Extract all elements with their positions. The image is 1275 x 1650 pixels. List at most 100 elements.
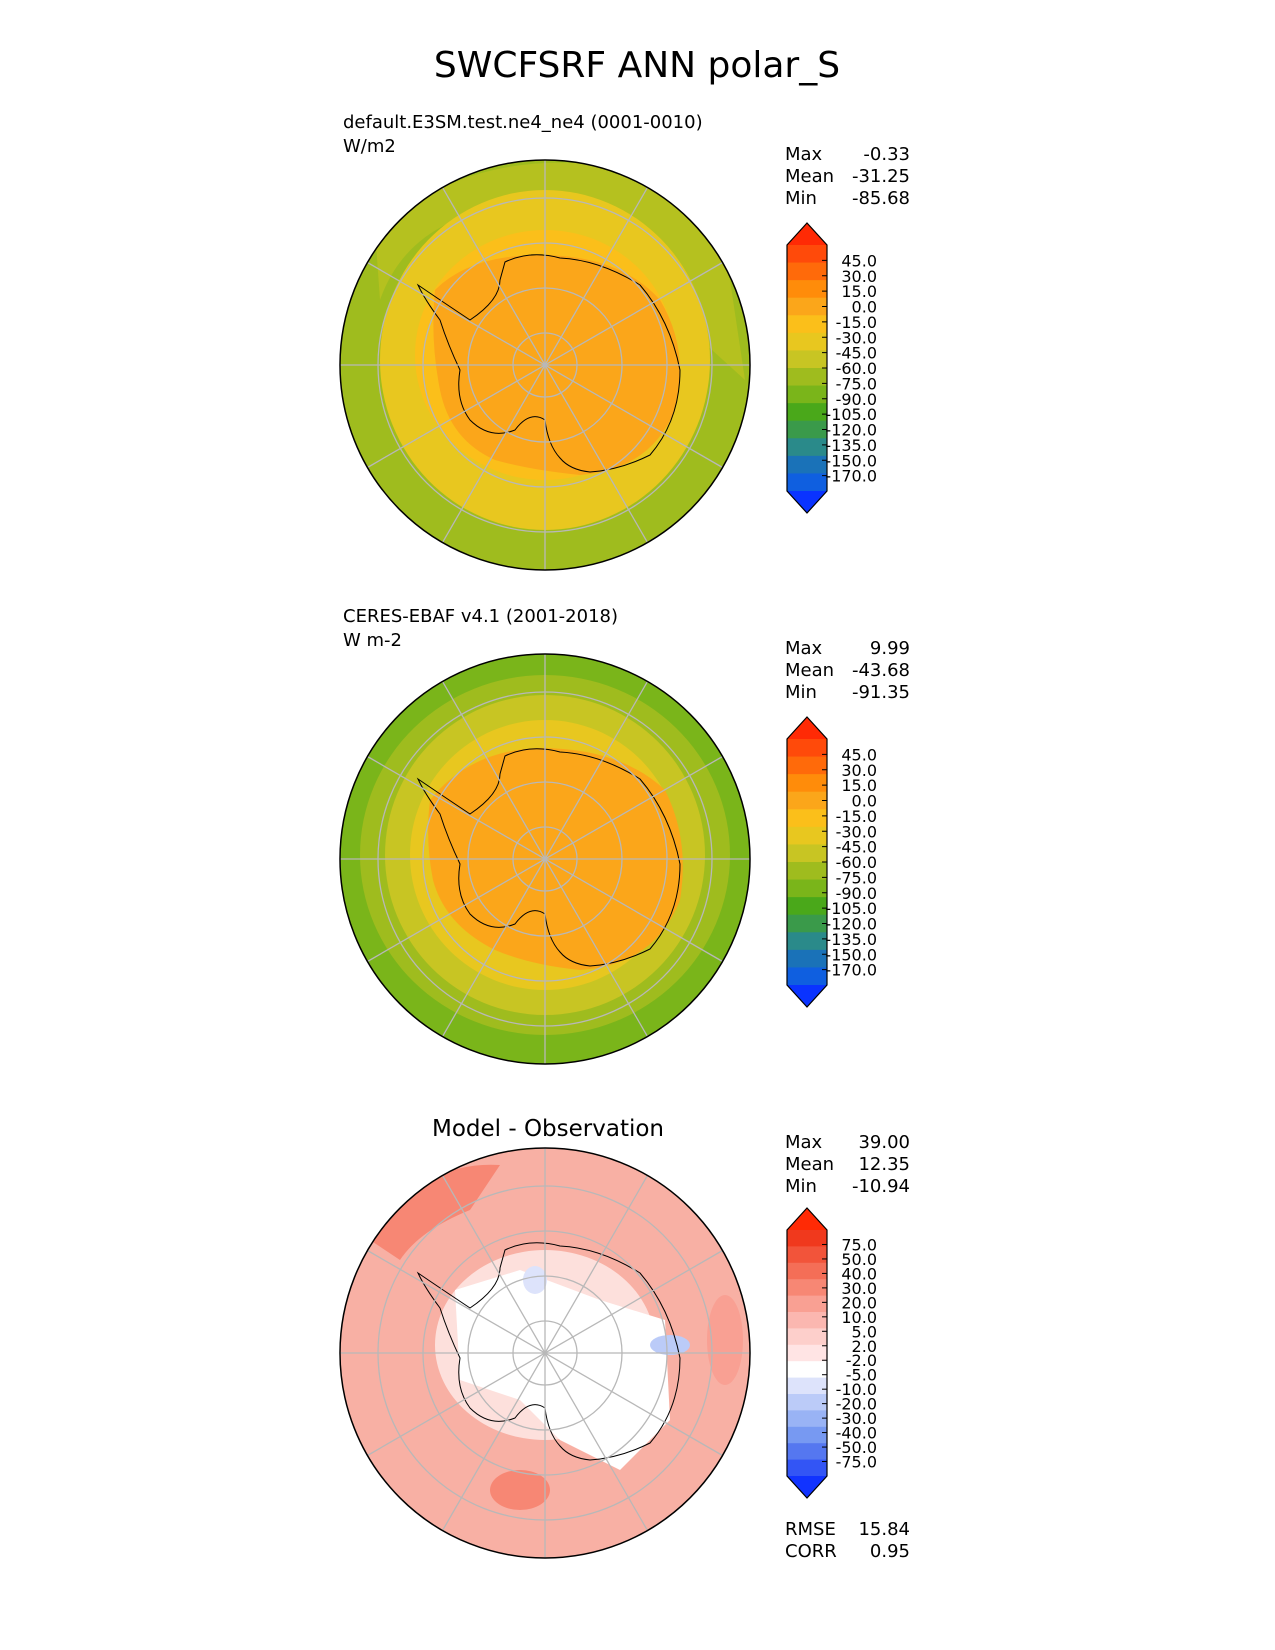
colorbar-tick-label: -30.0: [836, 822, 877, 841]
colorbar-segment: [787, 280, 827, 299]
colorbar-tick-label: 30.0: [841, 267, 877, 286]
colorbar-segment: [787, 1459, 827, 1477]
panel-reference-title: CERES-EBAF v4.1 (2001-2018): [343, 606, 618, 627]
colorbar-segment: [787, 1410, 827, 1428]
colorbar-tick-label: -2.0: [846, 1351, 877, 1370]
metric-value-corr: 0.95: [870, 1541, 910, 1562]
colorbar-tick-label: -135.0: [825, 436, 877, 455]
colorbar-tick-label: 2.0: [852, 1337, 877, 1356]
colorbar-tick-label: 20.0: [841, 1293, 877, 1312]
colorbar-segment: [787, 1295, 827, 1313]
colorbar-segment: [787, 315, 827, 334]
colorbar-reference: 45.030.015.00.0-15.0-30.0-45.0-60.0-75.0…: [786, 716, 877, 1008]
colorbar-tick-label: 45.0: [841, 745, 877, 764]
colorbar-segment: [787, 385, 827, 404]
field-band: [375, 162, 745, 380]
colorbar-segment: [787, 350, 827, 369]
panel-test-map: [339, 159, 751, 571]
panel-difference: Model - Observation Max 39.00 Mean 12.35…: [339, 1116, 910, 1562]
colorbar-segment: [787, 862, 827, 881]
colorbar-test: 45.030.015.00.0-15.0-30.0-45.0-60.0-75.0…: [786, 222, 877, 514]
meridian-gridline: [441, 1175, 649, 1531]
colorbar-segment: [787, 756, 827, 775]
metric-value-rmse: 15.84: [858, 1519, 910, 1540]
panel-test-units: W/m2: [343, 136, 396, 157]
colorbar-outline: [786, 716, 828, 1008]
colorbar-segment: [787, 420, 827, 439]
colorbar-segment: [787, 914, 827, 933]
colorbar-tick-label: -40.0: [836, 1424, 877, 1443]
stat-label-min: Min: [785, 188, 817, 209]
colorbar-tick-label: -5.0: [846, 1366, 877, 1385]
colorbar-segment: [787, 332, 827, 352]
colorbar-tick-label: 40.0: [841, 1264, 877, 1283]
colorbar-segment: [787, 1344, 827, 1362]
colorbar-tick-label: -120.0: [825, 421, 877, 440]
metric-label-rmse: RMSE: [785, 1519, 836, 1540]
colorbar-tick-label: -105.0: [825, 405, 877, 424]
colorbar-segment: [787, 826, 827, 846]
colorbar-extend-max: [787, 717, 827, 739]
panel-reference-map: [339, 653, 751, 1065]
stat-label-max: Max: [785, 638, 823, 659]
colorbar-tick-label: -15.0: [836, 313, 877, 332]
field-patch: [490, 1470, 550, 1510]
field-patch: [650, 1335, 690, 1355]
colorbar-tick-label: -90.0: [836, 390, 877, 409]
stat-value-max: 9.99: [870, 638, 910, 659]
colorbar-segment: [787, 262, 827, 281]
colorbar-tick-label: -135.0: [825, 930, 877, 949]
colorbar-segment: [787, 1426, 827, 1444]
field-patch: [370, 1164, 500, 1260]
panel-difference-map: [339, 1147, 751, 1559]
colorbar-segment: [787, 1312, 827, 1329]
colorbar-segment: [787, 368, 827, 387]
colorbar-segment: [787, 403, 827, 422]
colorbar-segment: [787, 949, 827, 969]
field-core: [455, 1270, 670, 1470]
stat-label-max: Max: [785, 1132, 823, 1153]
stat-value-mean: -43.68: [852, 660, 910, 681]
stat-label-mean: Mean: [785, 1154, 834, 1175]
stat-label-max: Max: [785, 144, 823, 165]
colorbar-segment: [787, 932, 827, 951]
stat-value-min: -10.94: [852, 1176, 910, 1197]
colorbar-tick-label: -150.0: [825, 945, 877, 964]
colorbar-extend-min: [787, 985, 827, 1007]
stat-value-mean: -31.25: [852, 166, 910, 187]
colorbar-tick-label: -60.0: [836, 359, 877, 378]
colorbar-tick-label: 75.0: [841, 1235, 877, 1254]
colorbar-segment: [787, 1328, 827, 1346]
colorbar-tick-label: 5.0: [852, 1322, 877, 1341]
colorbar-tick-label: -15.0: [836, 807, 877, 826]
colorbar-tick-label: -45.0: [836, 344, 877, 363]
colorbar-tick-label: -60.0: [836, 853, 877, 872]
stat-value-max: -0.33: [863, 144, 910, 165]
panel-difference-title: Model - Observation: [432, 1116, 664, 1142]
field-patch: [523, 1266, 547, 1294]
colorbar-tick-label: 30.0: [841, 1279, 877, 1298]
meridian-gridline: [441, 187, 649, 543]
colorbar-segment: [787, 438, 827, 457]
panel-reference-units: W m-2: [343, 630, 402, 651]
map-boundary: [339, 159, 751, 571]
colorbar-tick-label: -170.0: [825, 467, 877, 486]
panel-test: default.E3SM.test.ne4_ne4 (0001-0010) W/…: [339, 112, 910, 571]
colorbar-segment: [787, 1262, 827, 1280]
stat-label-mean: Mean: [785, 660, 834, 681]
colorbar-tick-label: -30.0: [836, 1409, 877, 1428]
metric-label-corr: CORR: [785, 1541, 837, 1562]
colorbar-segment: [787, 844, 827, 863]
colorbar-tick-label: 0.0: [852, 792, 877, 811]
colorbar-tick-label: -10.0: [836, 1380, 877, 1399]
colorbar-tick-label: 45.0: [841, 251, 877, 270]
colorbar-segment: [787, 245, 827, 264]
colorbar-tick-label: -20.0: [836, 1395, 877, 1414]
colorbar-tick-label: 50.0: [841, 1250, 877, 1269]
colorbar-tick-label: 10.0: [841, 1308, 877, 1327]
colorbar-segment: [787, 879, 827, 898]
colorbar-tick-label: -30.0: [836, 328, 877, 347]
colorbar-tick-label: 15.0: [841, 282, 877, 301]
stat-label-mean: Mean: [785, 166, 834, 187]
stat-value-min: -91.35: [852, 682, 910, 703]
